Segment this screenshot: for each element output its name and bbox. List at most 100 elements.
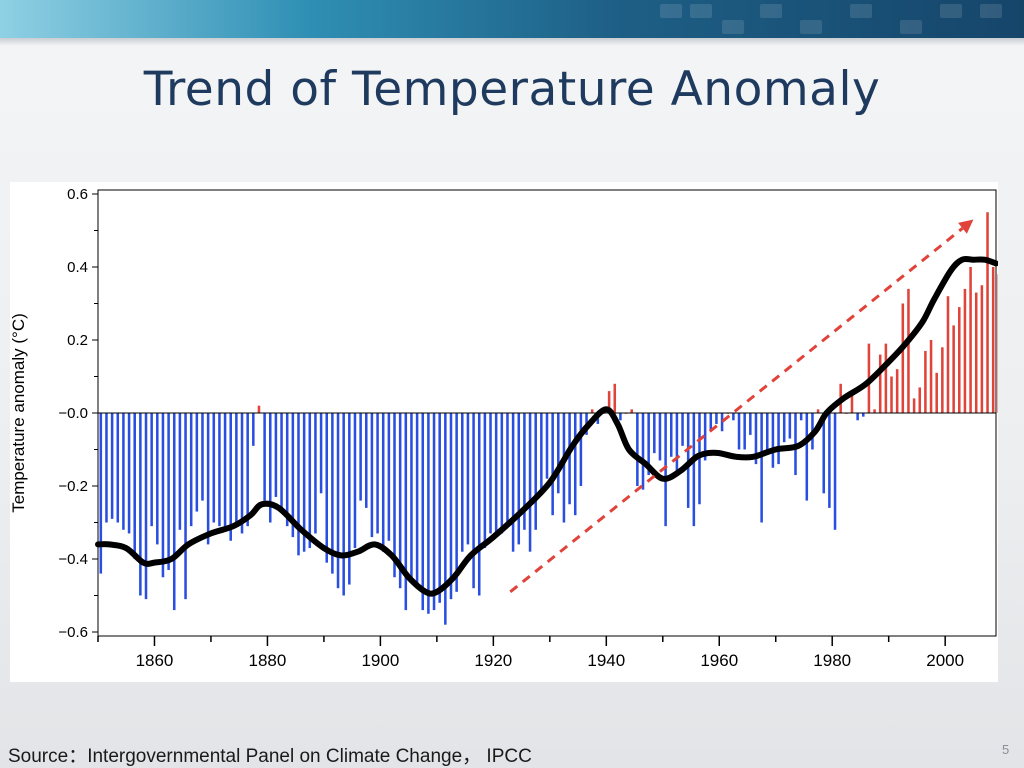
bar-1941 — [613, 383, 617, 413]
bar-1985 — [862, 413, 865, 417]
bar-1968 — [765, 413, 769, 450]
bar-1901 — [387, 413, 391, 541]
bar-1896 — [359, 413, 362, 501]
bar-1891 — [331, 413, 334, 574]
banner-tile — [722, 20, 744, 34]
y-tick-label: 0.6 — [67, 186, 88, 203]
y-tick-label: 0.2 — [67, 332, 88, 349]
smoothed-curve — [95, 255, 999, 597]
bar-1965 — [749, 413, 752, 435]
bar-1900 — [381, 413, 385, 552]
bar-1909 — [432, 413, 436, 611]
bar-1905 — [410, 413, 413, 578]
banner-tile — [850, 4, 872, 18]
bar-1863 — [172, 413, 176, 611]
bar-1868 — [201, 413, 204, 501]
x-tick-label: 1900 — [361, 651, 399, 670]
y-tick-label: 0.4 — [67, 259, 88, 276]
bar-1857 — [139, 413, 142, 596]
bar-1877 — [252, 413, 255, 446]
bar-1876 — [246, 413, 249, 527]
chart-panel: 0.6 0.4 0.2 −0.0 −0.2 −0.4 −0.6 1860 1880 1900 19… — [9, 182, 1023, 682]
bar-1871 — [218, 413, 221, 527]
bar-1969 — [771, 413, 775, 468]
bar-1916 — [472, 413, 475, 589]
x-tick-label: 1880 — [249, 651, 287, 670]
bar-1875 — [240, 413, 244, 534]
bar-1931 — [557, 413, 560, 494]
bar-1874 — [235, 413, 238, 523]
bar-1940 — [607, 391, 611, 413]
bar-1892 — [336, 413, 340, 589]
bar-1880 — [268, 413, 272, 523]
bar-1984 — [856, 413, 859, 421]
bar-1886 — [302, 413, 306, 552]
bar-1979 — [828, 413, 831, 508]
bar-1925 — [523, 413, 526, 530]
x-tick-label: 1980 — [813, 651, 851, 670]
bar-1903 — [398, 413, 402, 589]
bar-1989 — [884, 343, 888, 413]
bar-1972 — [788, 413, 792, 439]
bar-1915 — [466, 413, 470, 545]
bar-1978 — [822, 413, 826, 494]
slide-title: Trend of Temperature Anomaly — [143, 62, 881, 117]
bar-1947 — [647, 413, 650, 476]
bar-2001 — [952, 325, 955, 413]
y-tick-label: −0.0 — [58, 405, 88, 422]
bar-1888 — [314, 413, 317, 534]
bar-1995 — [918, 387, 922, 413]
x-tick-label: 1940 — [587, 651, 625, 670]
bar-1996 — [924, 350, 927, 413]
bar-1928 — [540, 413, 543, 494]
bar-1964 — [743, 413, 746, 450]
bar-1967 — [760, 413, 763, 523]
bar-1904 — [404, 413, 408, 611]
x-tick-label: 1960 — [700, 651, 738, 670]
bar-1852 — [110, 413, 114, 519]
bar-1860 — [156, 413, 159, 545]
bar-1980 — [833, 413, 837, 530]
bar-1987 — [873, 409, 876, 413]
bar-1853 — [116, 413, 120, 523]
bar-1971 — [782, 413, 786, 443]
bar-2004 — [969, 267, 972, 413]
bar-1907 — [421, 413, 425, 611]
bar-2000 — [946, 296, 950, 413]
bar-1894 — [348, 413, 351, 585]
bar-1950 — [664, 413, 667, 527]
bar-1850 — [99, 413, 103, 574]
bar-1953 — [681, 413, 684, 446]
banner-tile — [760, 4, 782, 18]
y-tick-label: −0.2 — [58, 478, 88, 495]
bar-2006 — [980, 285, 984, 413]
banner-tile — [690, 4, 712, 18]
bar-1935 — [579, 413, 583, 486]
bar-1882 — [280, 413, 283, 512]
bar-1921 — [500, 413, 504, 534]
bar-2003 — [963, 288, 967, 413]
bar-1949 — [658, 413, 662, 461]
bar-1893 — [342, 413, 345, 596]
bar-1945 — [636, 413, 639, 486]
bar-1993 — [907, 288, 910, 413]
bar-1872 — [223, 413, 227, 530]
y-axis: 0.6 0.4 0.2 −0.0 −0.2 −0.4 −0.6 — [58, 186, 98, 641]
bar-1908 — [427, 413, 430, 614]
page-number: 5 — [1002, 742, 1010, 757]
bar-1895 — [353, 413, 357, 549]
bar-1884 — [291, 413, 295, 538]
bar-1922 — [506, 413, 509, 523]
bar-1858 — [144, 413, 148, 600]
bar-1924 — [517, 413, 521, 545]
bar-1861 — [161, 413, 165, 578]
bar-1959 — [715, 413, 718, 424]
bar-1910 — [438, 413, 441, 603]
bar-1970 — [777, 413, 780, 465]
bar-1991 — [895, 369, 899, 413]
bar-1948 — [653, 413, 656, 454]
bar-1902 — [393, 413, 396, 578]
bar-1997 — [929, 340, 933, 413]
x-tick-label: 2000 — [926, 651, 964, 670]
bar-1897 — [365, 413, 368, 508]
